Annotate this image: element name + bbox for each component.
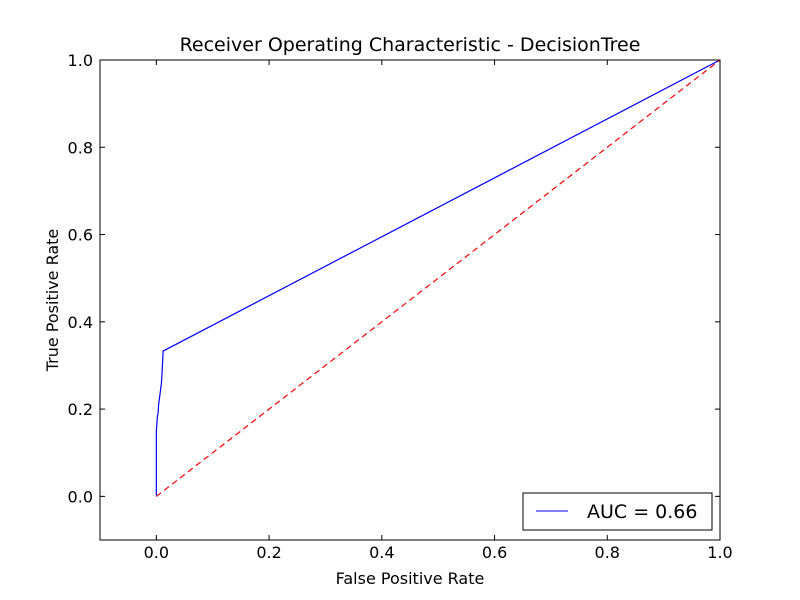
y-tick-label: 1.0: [68, 51, 93, 70]
y-tick-label: 0.8: [68, 138, 93, 157]
y-tick-label: 0.6: [68, 226, 93, 245]
y-tick-label: 0.4: [68, 313, 93, 332]
plot-area: 0.0 0.2 0.4 0.6 0.8 1.0 0.0 0.2 0.4 0.6 0.8 1.0: [68, 51, 733, 562]
roc-curve-line: [155, 60, 720, 497]
plot-frame: [99, 59, 721, 541]
x-tick-label: 1.0: [707, 543, 732, 562]
diagonal-reference-line: [155, 60, 720, 497]
x-tick-label: 0.8: [595, 543, 620, 562]
y-tick-label: 0.0: [68, 487, 93, 506]
x-tick-label: 0.6: [482, 543, 507, 562]
chart-title: Receiver Operating Characteristic - Deci…: [180, 34, 641, 56]
x-tick-label: 0.0: [144, 543, 169, 562]
x-tick-label: 0.4: [369, 543, 394, 562]
y-axis-label: True Positive Rate: [43, 229, 62, 373]
x-axis-label: False Positive Rate: [336, 569, 485, 588]
y-tick-label: 0.2: [68, 400, 93, 419]
legend: AUC = 0.66: [522, 492, 713, 531]
legend-label: AUC = 0.66: [587, 501, 697, 523]
x-tick-label: 0.2: [256, 543, 281, 562]
